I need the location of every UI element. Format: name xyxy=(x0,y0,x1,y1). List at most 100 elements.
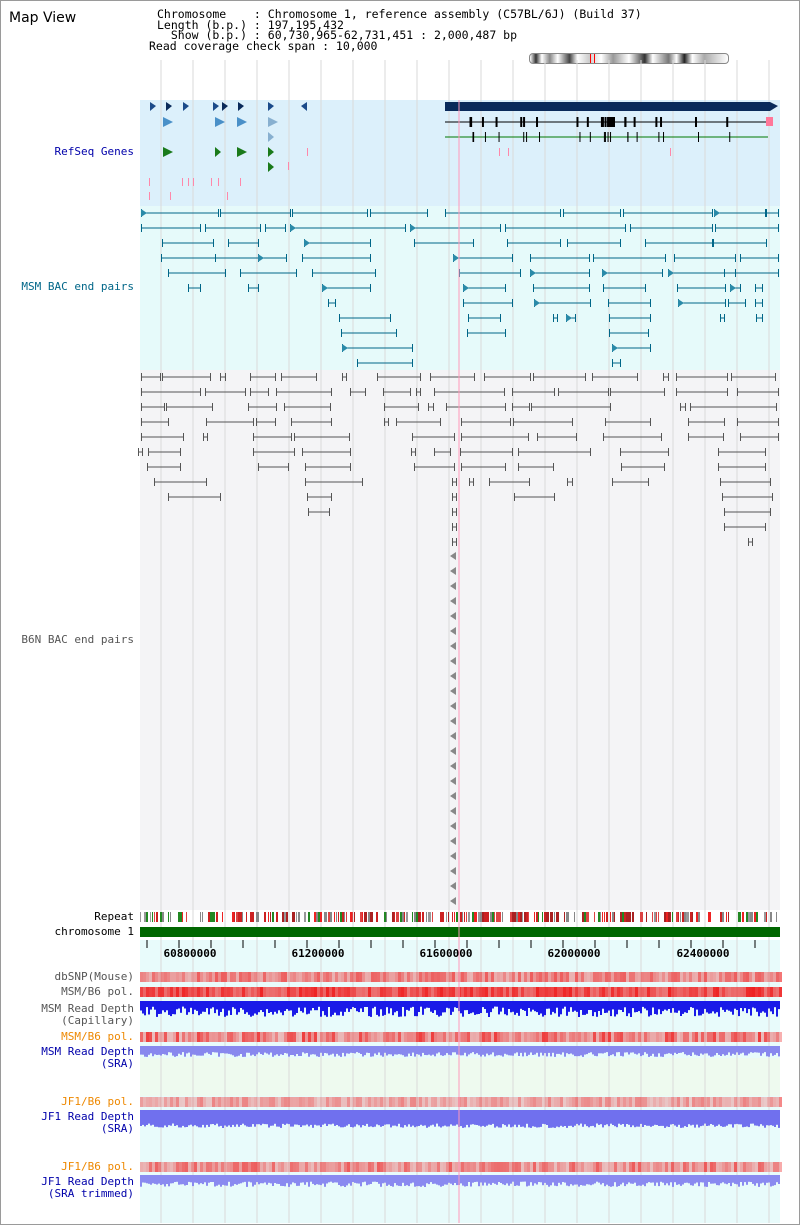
heat-cell xyxy=(476,1097,479,1107)
depth-bar xyxy=(332,1046,334,1054)
repeat-element xyxy=(236,912,239,922)
track-label-jf1-depth-trimmed[interactable]: JF1 Read Depth (SRA trimmed) xyxy=(41,1176,134,1200)
bac-end-marker xyxy=(207,433,208,441)
heat-cell xyxy=(386,1032,389,1042)
depth-bar xyxy=(734,1046,736,1055)
bac-end-marker xyxy=(648,478,649,486)
heat-cell xyxy=(398,1162,401,1172)
track-label-msm-depth-capillary[interactable]: MSM Read Depth (Capillary) xyxy=(41,1003,134,1027)
feature-tick xyxy=(288,162,289,170)
chromosome-ideogram[interactable] xyxy=(529,53,729,64)
heat-cell xyxy=(209,1162,212,1172)
track-label-msm-b6-pol[interactable]: MSM/B6 pol. xyxy=(61,985,134,998)
repeat-element xyxy=(566,912,569,922)
msm-bac-end-pairs-track[interactable] xyxy=(141,209,779,367)
heat-cell xyxy=(755,972,758,982)
depth-bar xyxy=(254,1175,256,1185)
track-label-b6n-bac[interactable]: B6N BAC end pairs xyxy=(21,633,134,646)
depth-bar xyxy=(302,1175,304,1183)
depth-bar xyxy=(184,1110,186,1128)
heat-cell xyxy=(143,972,146,982)
heat-cell xyxy=(671,987,674,997)
heat-cell xyxy=(716,972,719,982)
heat-cell xyxy=(515,972,518,982)
heat-cell xyxy=(272,1097,275,1107)
depth-bar xyxy=(522,1175,524,1182)
heat-cell xyxy=(614,1097,617,1107)
depth-bar xyxy=(750,1001,752,1016)
depth-bar xyxy=(602,1110,604,1128)
track-label-chromosome[interactable]: chromosome 1 xyxy=(54,925,134,938)
depth-bar xyxy=(734,1175,736,1184)
depth-bar xyxy=(212,1046,214,1053)
bac-end-marker xyxy=(712,239,713,247)
heat-cell xyxy=(284,972,287,982)
depth-bar xyxy=(168,1175,170,1187)
track-label-msm-depth-sra[interactable]: MSM Read Depth (SRA) xyxy=(41,1046,134,1070)
heat-cell xyxy=(443,1032,446,1042)
feature-tick xyxy=(211,178,212,186)
depth-bar xyxy=(362,1001,364,1012)
heat-cell xyxy=(521,1097,524,1107)
heat-cell xyxy=(194,1162,197,1172)
track-label-dbsnp[interactable]: dbSNP(Mouse) xyxy=(54,970,134,983)
track-label-msm-bac[interactable]: MSM BAC end pairs xyxy=(21,280,134,293)
repeat-element xyxy=(472,912,475,922)
bac-end-marker xyxy=(370,284,371,292)
bac-end-marker xyxy=(715,224,716,232)
heat-cell xyxy=(164,1032,167,1042)
depth-bar xyxy=(416,1175,418,1187)
refseq-genes-track[interactable] xyxy=(149,102,778,200)
depth-bar xyxy=(372,1001,374,1009)
bac-end-marker xyxy=(256,418,257,426)
repeat-track[interactable] xyxy=(140,912,777,922)
depth-bar xyxy=(286,1175,288,1184)
heat-cell xyxy=(329,1097,332,1107)
heat-cell xyxy=(467,1032,470,1042)
chromosome-bar[interactable] xyxy=(140,927,780,937)
depth-bar xyxy=(702,1110,704,1126)
heat-cell xyxy=(224,972,227,982)
grid-lines xyxy=(160,60,770,1223)
depth-bar xyxy=(186,1110,188,1127)
track-label-jf1-depth[interactable]: JF1 Read Depth (SRA) xyxy=(41,1111,134,1135)
repeat-element xyxy=(738,912,741,922)
heat-cell xyxy=(737,1032,740,1042)
heat-cell xyxy=(290,987,293,997)
heat-cell xyxy=(326,972,329,982)
polymorphism-heat-tracks[interactable] xyxy=(140,972,782,1172)
bac-end-marker xyxy=(258,463,259,471)
track-label-jf1-pol-trimmed[interactable]: JF1/B6 pol. xyxy=(61,1160,134,1173)
bac-end-marker xyxy=(414,463,415,471)
depth-bar xyxy=(230,1175,232,1187)
depth-bar xyxy=(696,1110,698,1125)
exon xyxy=(536,117,539,127)
track-label-msm-b6-pol-sra[interactable]: MSM/B6 pol. xyxy=(61,1030,134,1043)
msm-depth-cap-line1: MSM Read Depth xyxy=(41,1002,134,1015)
repeat-element xyxy=(182,912,183,922)
jf1-depth-line1: JF1 Read Depth xyxy=(41,1110,134,1123)
bac-end-marker xyxy=(456,493,457,501)
depth-bar xyxy=(614,1001,616,1017)
heat-cell xyxy=(290,1032,293,1042)
heat-cell xyxy=(347,972,350,982)
axis-tick-label: 60800000 xyxy=(164,947,217,960)
b6n-bac-end-pairs-track[interactable] xyxy=(138,373,779,905)
depth-bar xyxy=(208,1175,210,1183)
bac-end-marker xyxy=(414,239,415,247)
track-label-refseq[interactable]: RefSeq Genes xyxy=(54,145,134,158)
depth-bar xyxy=(334,1175,336,1183)
repeat-element xyxy=(264,912,266,922)
depth-bar xyxy=(284,1110,286,1125)
heat-cell xyxy=(272,1032,275,1042)
read-depth-tracks[interactable] xyxy=(140,1001,780,1187)
heat-cell xyxy=(302,1162,305,1172)
bac-end-marker xyxy=(294,433,295,441)
depth-bar xyxy=(562,1001,564,1009)
heat-cell xyxy=(272,1162,275,1172)
track-label-jf1-pol[interactable]: JF1/B6 pol. xyxy=(61,1095,134,1108)
depth-bar xyxy=(656,1001,658,1015)
track-label-repeat[interactable]: Repeat xyxy=(94,910,134,923)
depth-bar xyxy=(164,1046,166,1055)
